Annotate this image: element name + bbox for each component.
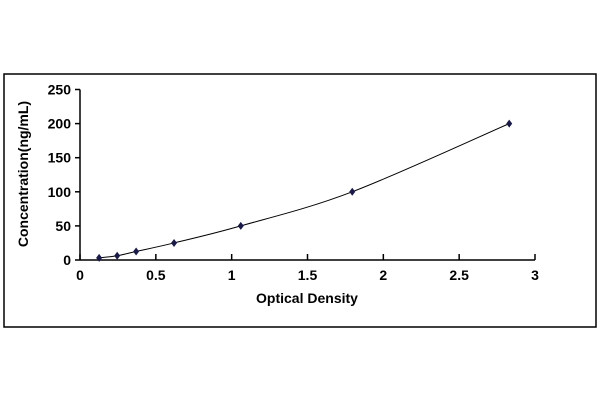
chart-frame: [3, 73, 597, 328]
x-tick-label: 1.5: [298, 267, 318, 283]
data-point: [133, 247, 140, 256]
y-tick-label: 150: [48, 150, 72, 166]
y-tick-label: 0: [63, 252, 71, 268]
data-point: [237, 221, 244, 230]
x-tick-label: 2: [379, 267, 387, 283]
data-point: [349, 187, 356, 196]
x-tick-label: 3: [531, 267, 539, 283]
y-tick-label: 250: [48, 82, 72, 98]
data-point: [114, 251, 121, 260]
x-tick-label: 1: [228, 267, 236, 283]
y-tick-label: 100: [48, 184, 72, 200]
data-point: [96, 253, 103, 262]
x-tick-label: 0.5: [146, 267, 166, 283]
data-point: [506, 119, 513, 128]
y-tick-label: 50: [55, 218, 71, 234]
x-axis-label: Optical Density: [256, 290, 358, 306]
x-tick-label: 0: [76, 267, 84, 283]
x-tick-label: 2.5: [449, 267, 469, 283]
y-axis-label: Concentration(ng/mL): [15, 101, 31, 247]
y-tick-label: 200: [48, 116, 72, 132]
data-point: [171, 238, 178, 247]
